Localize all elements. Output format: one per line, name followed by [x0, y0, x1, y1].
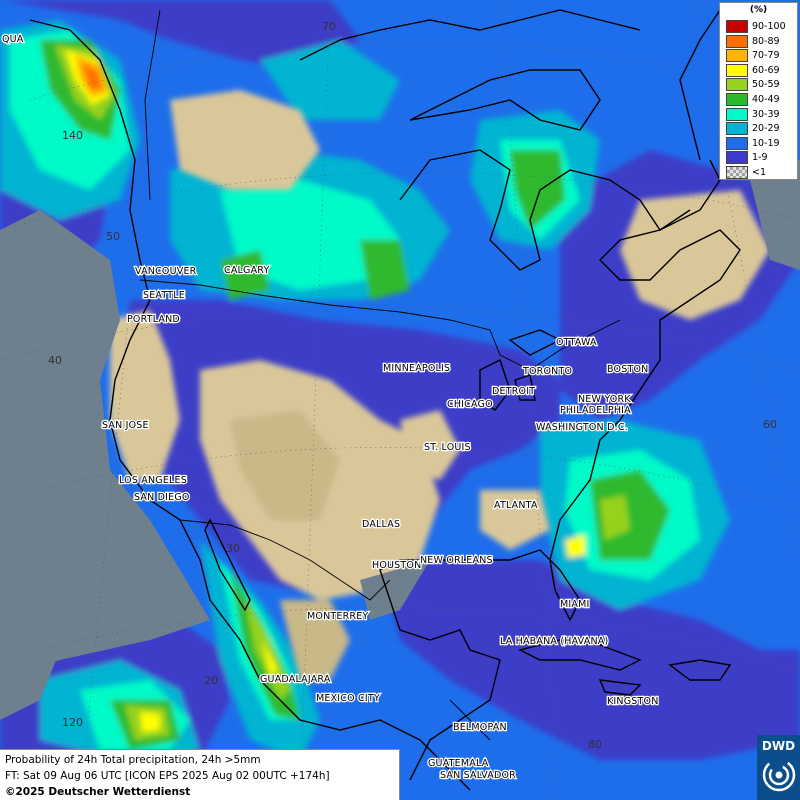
city-label-minneapolis: MINNEAPOLIS	[383, 363, 450, 374]
legend-entry: 10-19	[726, 136, 780, 150]
lat-label-20: 20	[204, 674, 218, 687]
legend-entry: 20-29	[726, 122, 780, 136]
coastlines	[29, 9, 741, 791]
city-label-st-louis: ST. LOUIS	[424, 442, 471, 453]
city-label-detroit: DETROIT	[492, 386, 535, 397]
legend-entry: 80-89	[726, 34, 780, 48]
swirl-icon	[762, 758, 795, 792]
city-label-mexico-city: MEXICO CITY	[316, 693, 380, 704]
legend-swatch	[726, 107, 748, 121]
legend-panel: (%) 90-100 80-89 70-79 60-69 50-59 40-49 30-39…	[719, 2, 798, 180]
city-label-new-york: NEW YORK	[578, 394, 631, 405]
city-labels: QUA VANCOUVER CALGARY SEATTLE PORTLAND S…	[1, 33, 660, 783]
city-label-san-diego: SAN DIEGO	[134, 492, 190, 503]
info-panel: Probability of 24h Total precipitation, …	[0, 749, 400, 800]
legend-entry: 30-39	[726, 107, 780, 121]
legend-entry: 1-9	[726, 151, 768, 165]
city-label-atlanta: ATLANTA	[494, 500, 538, 511]
legend-label: 50-59	[752, 79, 780, 91]
legend-entry: 50-59	[726, 78, 780, 92]
city-label-kingston: KINGSTON	[607, 696, 659, 707]
lat-label-30: 30	[226, 542, 240, 555]
legend-entry: 60-69	[726, 63, 780, 77]
lon-label-120: 120	[62, 716, 83, 729]
dwd-logo: DWD	[757, 735, 800, 800]
city-label-calgary: CALGARY	[224, 265, 269, 276]
legend-swatch	[726, 49, 748, 63]
product-title: Probability of 24h Total precipitation, …	[5, 754, 261, 766]
legend-swatch	[726, 122, 748, 136]
lon-label-80: 80	[588, 738, 602, 751]
city-label-boston: BOSTON	[607, 364, 648, 375]
city-label-guatemala: GUATEMALA	[428, 758, 489, 769]
legend-swatch	[726, 166, 748, 179]
legend-label: 40-49	[752, 94, 780, 105]
city-label-portland: PORTLAND	[127, 314, 180, 325]
legend-label: 90-100	[752, 21, 786, 32]
city-label-houston: HOUSTON	[372, 560, 421, 571]
legend-label: 80-89	[752, 35, 780, 47]
legend-entry: 40-49	[726, 93, 780, 106]
lat-label-40: 40	[48, 354, 62, 367]
political-borders	[139, 9, 621, 741]
legend-swatch	[726, 151, 748, 165]
legend-swatch	[726, 136, 748, 150]
city-label-vancouver: VANCOUVER	[135, 266, 197, 277]
legend-unit: (%)	[749, 5, 768, 15]
legend-label: 10-19	[752, 137, 780, 149]
city-label-san-salvador: SAN SALVADOR	[440, 770, 516, 781]
city-label-chicago: CHICAGO	[447, 399, 493, 410]
legend-label: 70-79	[752, 50, 780, 62]
city-label-la-habana: LA HABANA (HAVANA)	[500, 636, 608, 647]
city-label-new-orleans: NEW ORLEANS	[420, 555, 493, 566]
city-label-belmopan: BELMOPAN	[453, 722, 507, 733]
city-label-toronto: TORONTO	[522, 366, 572, 377]
dwd-logo-text: DWD	[761, 739, 796, 753]
legend-swatch	[726, 20, 748, 33]
city-label-philadelphia: PHILADELPHIA	[560, 405, 631, 416]
city-label-seattle: SEATTLE	[143, 290, 185, 301]
legend-label: 60-69	[752, 64, 780, 76]
legend-label: 30-39	[752, 108, 780, 120]
city-label-monterrey: MONTERREY	[307, 611, 368, 622]
legend-entry: 90-100	[726, 20, 786, 33]
city-label-washington: WASHINGTON D.C.	[536, 422, 628, 433]
legend-label: 1-9	[752, 152, 768, 164]
lon-label-140: 140	[62, 129, 83, 142]
ocean-outside-domain	[0, 160, 800, 720]
legend-swatch	[726, 78, 748, 92]
city-label-san-jose: SAN JOSE	[102, 420, 149, 431]
copyright: ©2025 Deutscher Wetterdienst	[5, 786, 191, 798]
city-label-qua: QUA	[2, 34, 24, 45]
legend-label: 20-29	[752, 123, 780, 135]
city-label-guadalajara: GUADALAJARA	[260, 674, 331, 685]
lon-label-60: 60	[763, 418, 777, 431]
legend-swatch	[726, 34, 748, 48]
forecast-time: FT: Sat 09 Aug 06 UTC [ICON EPS 2025 Aug…	[5, 770, 330, 782]
lat-label-70: 70	[322, 20, 336, 33]
legend-entry: 70-79	[726, 49, 780, 63]
city-label-los-angeles: LOS ANGELES	[119, 475, 187, 486]
lat-label-50: 50	[106, 230, 120, 243]
dry-land-areas	[110, 90, 770, 680]
city-label-miami: MIAMI	[560, 599, 590, 610]
legend-entry: <1	[726, 166, 766, 179]
legend-label: <1	[752, 167, 767, 178]
city-label-dallas: DALLAS	[362, 519, 400, 530]
city-label-ottawa: OTTAWA	[556, 337, 597, 348]
legend-swatch	[726, 93, 748, 106]
grid-labels: 70 50 40 30 20 140 120 60 80	[48, 20, 777, 751]
legend-swatch	[726, 63, 748, 77]
